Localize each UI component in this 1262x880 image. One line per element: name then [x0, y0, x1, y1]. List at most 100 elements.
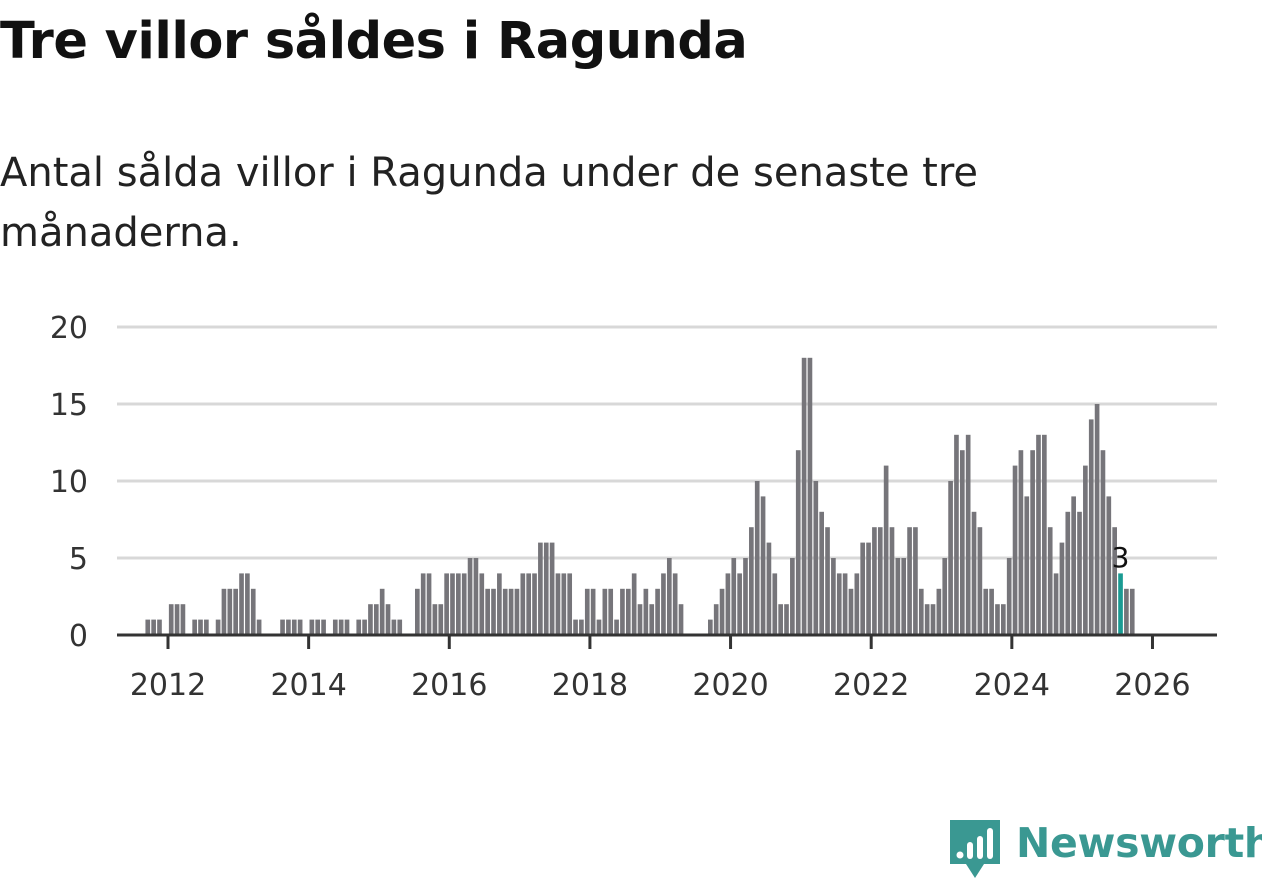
- bar: [766, 542, 772, 635]
- bar: [731, 558, 737, 635]
- x-tick-label: 2026: [1114, 668, 1190, 703]
- bar: [649, 604, 655, 635]
- bar: [1083, 465, 1088, 635]
- bar: [614, 619, 619, 635]
- bar: [584, 588, 590, 635]
- bar: [631, 573, 637, 635]
- bar: [620, 588, 625, 635]
- bar: [749, 527, 754, 635]
- bar: [590, 588, 596, 635]
- bar: [836, 573, 842, 635]
- bars: [145, 357, 1135, 635]
- bar: [790, 558, 795, 635]
- bar: [959, 450, 965, 635]
- bar: [344, 619, 350, 635]
- bar: [866, 542, 871, 635]
- bar: [362, 619, 367, 635]
- bar: [157, 619, 162, 635]
- bar: [813, 481, 819, 635]
- bar: [526, 573, 531, 635]
- bar: [1024, 496, 1030, 635]
- bar: [625, 588, 631, 635]
- bar: [561, 573, 567, 635]
- bar: [954, 434, 959, 635]
- bar: [174, 604, 180, 635]
- bar: [508, 588, 514, 635]
- bar: [848, 588, 854, 635]
- x-tick-label: 2024: [974, 668, 1050, 703]
- bar: [438, 604, 444, 635]
- x-tick-label: 2012: [130, 668, 206, 703]
- bar: [1065, 511, 1071, 635]
- bar: [872, 527, 877, 635]
- y-tick-label: 0: [69, 619, 88, 654]
- bar: [245, 573, 250, 635]
- bar: [297, 619, 303, 635]
- bar: [543, 542, 549, 635]
- bar: [332, 619, 338, 635]
- bar: [913, 527, 918, 635]
- bar: [514, 588, 520, 635]
- bar: [145, 619, 151, 635]
- bar: [889, 527, 895, 635]
- bar: [860, 542, 866, 635]
- bar: [385, 604, 391, 635]
- bar-chart: 0 5 10 15 20 2012 2014 2016 2018 2020 2022 2024 2026…: [50, 311, 1217, 703]
- bar: [1106, 496, 1112, 635]
- bar: [948, 481, 953, 635]
- bar: [1018, 450, 1024, 635]
- bar: [778, 604, 783, 635]
- data-label-latest: 3: [1112, 541, 1130, 574]
- y-tick-label: 15: [50, 388, 88, 423]
- bar: [1030, 450, 1035, 635]
- x-tick-label: 2022: [833, 668, 909, 703]
- bar: [1059, 542, 1065, 635]
- bar: [995, 604, 1000, 635]
- bar: [760, 496, 766, 635]
- bar: [567, 573, 573, 635]
- bar: [801, 357, 807, 635]
- bar: [315, 619, 321, 635]
- bar: [918, 588, 924, 635]
- bar: [1006, 558, 1012, 635]
- x-tick-label: 2020: [692, 668, 768, 703]
- bar: [819, 511, 824, 635]
- bar: [924, 604, 930, 635]
- bar: [666, 558, 672, 635]
- bar: [1077, 511, 1082, 635]
- axes: 0 5 10 15 20 2012 2014 2016 2018 2020 2022 2024 2026: [50, 311, 1217, 703]
- newsworthy-logo-icon: [950, 820, 1000, 878]
- bar: [784, 604, 789, 635]
- bar: [807, 357, 813, 635]
- bar: [420, 573, 426, 635]
- bar: [538, 542, 543, 635]
- bar: [1112, 527, 1117, 635]
- bar: [444, 573, 449, 635]
- bar: [520, 573, 526, 635]
- bar: [678, 604, 684, 635]
- bar: [368, 604, 373, 635]
- bar: [1001, 604, 1006, 635]
- bar: [485, 588, 490, 635]
- bar: [239, 573, 244, 635]
- bar: [637, 604, 643, 635]
- bar: [883, 465, 889, 635]
- bar: [737, 573, 742, 635]
- bar: [854, 573, 860, 635]
- bar: [983, 588, 989, 635]
- bar: [772, 573, 778, 635]
- bar: [672, 573, 678, 635]
- bar: [280, 619, 285, 635]
- bar: [1042, 434, 1047, 635]
- bar: [930, 604, 936, 635]
- bar: [467, 558, 473, 635]
- brand-name: Newsworthy: [1016, 819, 1262, 867]
- bar: [1129, 588, 1135, 635]
- bar: [426, 573, 432, 635]
- bar: [151, 619, 156, 635]
- bar: [479, 573, 485, 635]
- bar: [356, 619, 362, 635]
- bar: [1100, 450, 1106, 635]
- bar: [456, 573, 461, 635]
- bar: [907, 527, 912, 635]
